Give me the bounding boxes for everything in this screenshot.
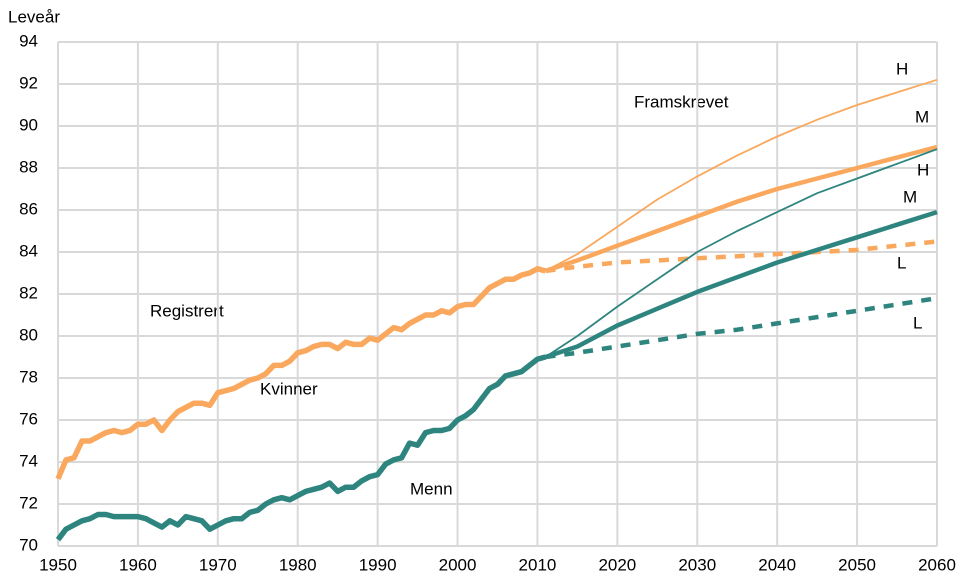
y-axis-label: Leveår bbox=[8, 7, 60, 26]
series-label: M bbox=[915, 107, 929, 126]
line bbox=[544, 209, 938, 360]
y-tick-label: 76 bbox=[19, 409, 38, 428]
line bbox=[55, 266, 547, 480]
y-tick-label: 92 bbox=[19, 73, 38, 92]
y-tick-label: 80 bbox=[19, 325, 38, 344]
line bbox=[545, 239, 938, 274]
y-tick-label: 74 bbox=[19, 451, 38, 470]
series-label: L bbox=[897, 253, 906, 272]
x-tick-label: 1970 bbox=[199, 555, 237, 574]
series-label: H bbox=[917, 160, 929, 179]
y-tick-label: 82 bbox=[19, 283, 38, 302]
y-tick-label: 94 bbox=[19, 31, 38, 50]
x-tick-label: 2020 bbox=[598, 555, 636, 574]
line bbox=[544, 148, 938, 358]
series-label: M bbox=[903, 187, 917, 206]
x-tick-label: 2030 bbox=[678, 555, 716, 574]
line bbox=[544, 144, 938, 274]
x-tick-label: 1990 bbox=[359, 555, 397, 574]
line bbox=[545, 295, 938, 360]
y-tick-label: 90 bbox=[19, 115, 38, 134]
x-tick-label: 1960 bbox=[119, 555, 157, 574]
annotation: Framskrevet bbox=[634, 92, 729, 111]
y-tick-label: 84 bbox=[19, 241, 38, 260]
series-label: L bbox=[913, 313, 922, 332]
x-tick-label: 2060 bbox=[918, 555, 956, 574]
series-label: Menn bbox=[410, 479, 453, 498]
x-tick-label: 2000 bbox=[439, 555, 477, 574]
line bbox=[545, 78, 938, 272]
y-tick-label: 78 bbox=[19, 367, 38, 386]
y-tick-label: 86 bbox=[19, 199, 38, 218]
series-label: Kvinner bbox=[260, 379, 318, 398]
y-tick-label: 70 bbox=[19, 535, 38, 554]
line bbox=[55, 354, 547, 542]
y-tick-label: 88 bbox=[19, 157, 38, 176]
y-tick-label: 72 bbox=[19, 493, 38, 512]
x-tick-label: 2010 bbox=[519, 555, 557, 574]
x-tick-label: 1980 bbox=[279, 555, 317, 574]
series-label: H bbox=[896, 59, 908, 78]
x-tick-label: 2040 bbox=[758, 555, 796, 574]
x-tick-label: 1950 bbox=[39, 555, 77, 574]
annotation: Registrert bbox=[150, 301, 224, 320]
x-tick-label: 2050 bbox=[838, 555, 876, 574]
